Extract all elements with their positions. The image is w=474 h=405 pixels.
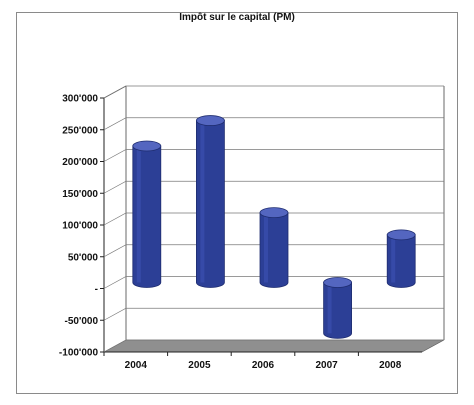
- x-axis-ticks: 2004 2005 2006 2007 2008: [104, 352, 402, 371]
- x-tick-label: 2005: [188, 360, 211, 371]
- bar-top: [260, 208, 288, 218]
- bar-highlight: [264, 213, 268, 283]
- bar-top: [387, 230, 415, 240]
- y-tick-label: 300'000: [62, 94, 98, 105]
- bar-highlight: [137, 146, 141, 283]
- bar-2004: [133, 141, 161, 288]
- y-tick-label: 100'000: [62, 221, 98, 232]
- y-tick-label: 150'000: [62, 189, 98, 200]
- y-tick-label: 200'000: [62, 157, 98, 168]
- gridline: [104, 86, 444, 98]
- bar-highlight: [391, 235, 395, 283]
- bar-2007: [324, 278, 352, 339]
- gridline: [104, 308, 444, 320]
- x-tick-label: 2006: [252, 360, 275, 371]
- bar-2008: [387, 230, 415, 288]
- bar-highlight: [200, 121, 204, 283]
- bar-2005: [196, 116, 224, 288]
- y-tick-label: -50'000: [64, 316, 98, 327]
- bar-highlight: [328, 283, 332, 334]
- x-tick-label: 2007: [315, 360, 338, 371]
- bar-top: [133, 141, 161, 151]
- x-tick-label: 2008: [379, 360, 402, 371]
- bars: [133, 116, 415, 339]
- bar-top: [324, 278, 352, 288]
- y-tick-label: 50'000: [68, 252, 99, 263]
- x-tick-label: 2004: [125, 360, 148, 371]
- chart-floor: [104, 340, 444, 352]
- y-tick-label: 250'000: [62, 125, 98, 136]
- y-tick-label: -100'000: [59, 348, 99, 359]
- bar-top: [196, 116, 224, 126]
- bar-2006: [260, 208, 288, 288]
- gridline: [104, 118, 444, 130]
- y-tick-label: -: [95, 284, 98, 295]
- y-axis-ticks: 300'000 250'000 200'000 150'000 100'000 50'00…: [59, 94, 104, 359]
